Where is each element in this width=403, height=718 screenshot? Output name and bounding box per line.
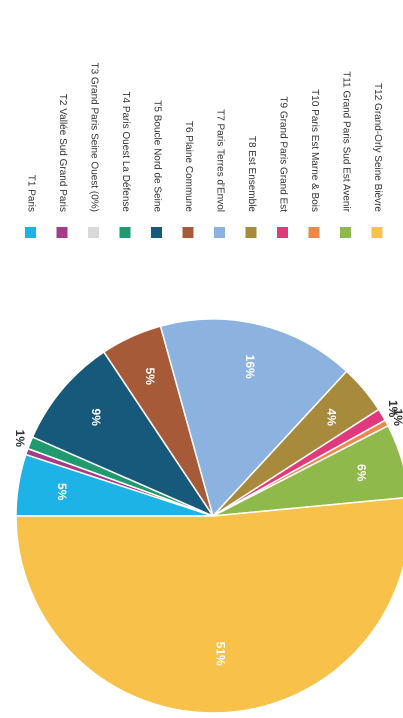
pie-label-t4: 1%	[13, 430, 27, 448]
pie-label-t8: 4%	[325, 409, 339, 427]
legend-label-t8: T8 Est Ensemble	[246, 136, 257, 213]
legend-swatch-t3	[88, 227, 99, 238]
pie-label-t5: 9%	[89, 409, 103, 427]
pie-label-t6: 5%	[143, 368, 157, 386]
pie-slice-t11	[212, 424, 403, 517]
legend-swatch-t2	[56, 227, 68, 238]
pie-label-t10: 1%	[391, 409, 403, 427]
legend-swatch-t12	[371, 227, 383, 238]
legend-label-t9: T9 Grand Paris Grand Est	[277, 96, 288, 212]
pie-label-t1: 5%	[55, 483, 69, 501]
pie-slices	[15, 318, 403, 714]
legend-swatch-t4	[119, 227, 131, 238]
pie-slice-t7	[159, 318, 348, 518]
legend-label-t12: T12 Grand-Orly Seine Bièvre	[372, 83, 383, 212]
legend-swatch-t5	[151, 227, 162, 238]
pie-label-t7: 16%	[243, 355, 257, 379]
legend-label-t2: T2 Vallée Sud Grand Paris	[57, 94, 68, 212]
legend-label-t7: T7 Paris Terres d'Envol	[214, 109, 225, 212]
legend-swatch-t8	[245, 227, 257, 238]
legend-swatch-t1	[25, 227, 36, 238]
legend-swatch-t6	[182, 227, 194, 238]
legend-label-t6: T6 Plaine Commune	[183, 121, 194, 213]
legend-swatch-t11	[340, 227, 351, 238]
pie-label-t12: 51%	[213, 642, 227, 666]
pie-labels: 5%1%9%5% 16%4% 1%1%6%51%	[13, 355, 403, 666]
pie-label-t9: 1%	[386, 400, 400, 418]
legend-label-t10: T10 Paris Est Marne & Bois	[309, 89, 320, 212]
legend-label-t1: T1 Paris	[25, 175, 36, 212]
pie-label-t11: 6%	[354, 464, 368, 482]
legend-label-t4: T4 Paris Ouest La Défense	[120, 91, 131, 212]
legend-swatch-t9	[277, 227, 288, 238]
legend-label-t5: T5 Boucle Nord de Seine	[151, 100, 162, 212]
legend-label-t11: T11 Grand Paris Sud Est Avenir	[340, 71, 351, 212]
legend: T1 Paris T2 Vallée Sud Grand Paris T3 Gran…	[25, 62, 383, 238]
legend-swatch-t10	[308, 227, 320, 238]
legend-label-t3: T3 Grand Paris Seine Ouest (0%)	[88, 62, 99, 212]
pie-slice-t5	[31, 350, 216, 518]
pie-slice-t12	[15, 497, 403, 714]
legend-swatch-t7	[214, 227, 225, 238]
